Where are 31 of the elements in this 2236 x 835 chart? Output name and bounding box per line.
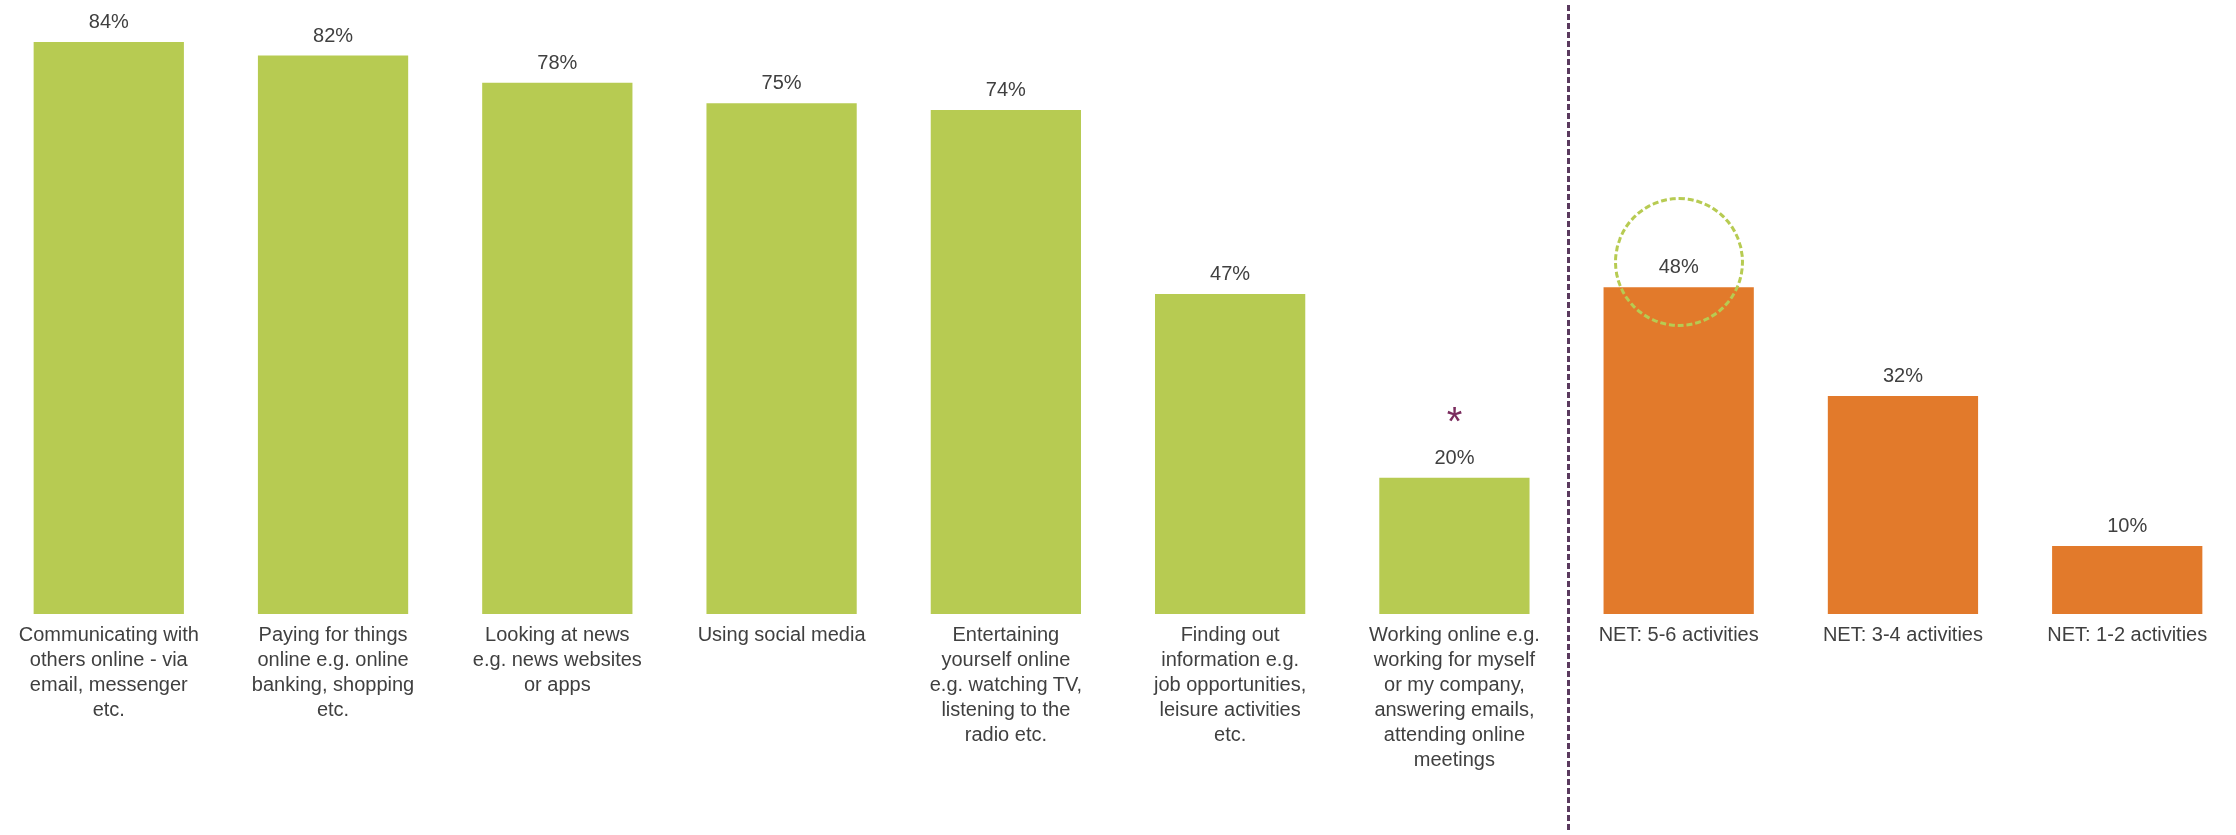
bar xyxy=(1155,293,1306,614)
x-tick-label: NET: 1-2 activities xyxy=(2047,622,2208,645)
x-tick-label: Communicating with others online - via email, messenger etc. xyxy=(18,622,199,720)
x-tick-label: Working online e.g. working for myself or my company, answering emails, attending online meetings xyxy=(1368,622,1540,770)
data-label: 32% xyxy=(1882,364,1924,387)
data-label: 82% xyxy=(313,23,354,46)
bar xyxy=(33,42,184,614)
x-tick-label: Paying for things online e.g. online banking, shopping etc. xyxy=(251,622,415,720)
data-label: 78% xyxy=(537,50,578,73)
data-label: 10% xyxy=(2107,513,2148,536)
data-label: 47% xyxy=(1210,261,1251,284)
bar xyxy=(257,55,409,614)
bar xyxy=(1603,287,1754,614)
bar xyxy=(2052,545,2203,614)
data-label: 84% xyxy=(88,10,129,32)
data-label: 74% xyxy=(985,78,1027,101)
data-label: 48% xyxy=(1658,255,1699,278)
data-label: 75% xyxy=(761,71,802,94)
bar xyxy=(930,110,1081,614)
annotation: * xyxy=(1446,398,1463,443)
x-tick-label: NET: 5-6 activities xyxy=(1598,622,1759,645)
x-tick-label: Finding out information e.g. job opportunities, leisure activities etc. xyxy=(1152,622,1307,745)
bar xyxy=(482,82,633,614)
x-tick-label: NET: 3-4 activities xyxy=(1822,622,1983,645)
data-label: 20% xyxy=(1434,445,1475,468)
x-tick-label: Entertaining yourself online e.g. watching TV, listening to the radio etc. xyxy=(929,622,1083,745)
bar xyxy=(1379,477,1530,614)
x-tick-label: Using social media xyxy=(697,622,867,645)
bar xyxy=(1827,396,1979,614)
bar xyxy=(706,103,857,614)
x-tick-label: Looking at news e.g. news websites or apps xyxy=(472,622,642,695)
